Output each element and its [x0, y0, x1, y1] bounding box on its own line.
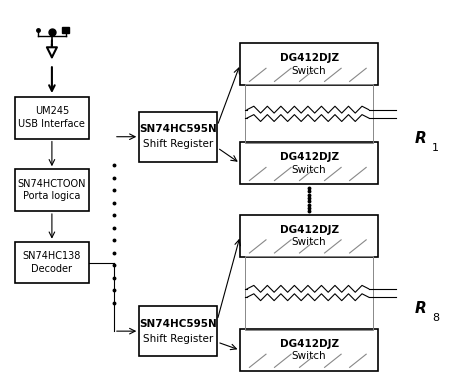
FancyBboxPatch shape	[139, 112, 217, 162]
FancyBboxPatch shape	[240, 43, 378, 85]
Text: DG412DJZ: DG412DJZ	[280, 152, 339, 162]
Text: Switch: Switch	[292, 351, 326, 361]
FancyBboxPatch shape	[139, 306, 217, 356]
Text: USB Interface: USB Interface	[18, 119, 85, 129]
Bar	[62, 27, 69, 33]
Text: 8: 8	[432, 313, 439, 323]
Text: DG412DJZ: DG412DJZ	[280, 339, 339, 349]
Text: DG412DJZ: DG412DJZ	[280, 225, 339, 235]
FancyBboxPatch shape	[240, 142, 378, 184]
Text: Shift Register: Shift Register	[143, 334, 213, 344]
Text: Switch: Switch	[292, 165, 326, 175]
Text: SN74HC595N: SN74HC595N	[140, 124, 217, 134]
Text: R: R	[415, 131, 426, 146]
Text: Switch: Switch	[292, 66, 326, 76]
Text: SN74HC595N: SN74HC595N	[140, 319, 217, 329]
Text: 1: 1	[432, 143, 439, 153]
FancyBboxPatch shape	[240, 215, 378, 257]
Text: Shift Register: Shift Register	[143, 139, 213, 149]
Text: Decoder: Decoder	[31, 264, 73, 274]
Text: Switch: Switch	[292, 237, 326, 247]
Text: DG412DJZ: DG412DJZ	[280, 53, 339, 63]
FancyBboxPatch shape	[15, 169, 89, 211]
FancyBboxPatch shape	[240, 329, 378, 371]
Text: R: R	[415, 301, 426, 316]
FancyBboxPatch shape	[15, 242, 89, 283]
Text: SN74HCTOON: SN74HCTOON	[18, 179, 86, 189]
Text: UM245: UM245	[35, 106, 69, 116]
Text: SN74HC138: SN74HC138	[23, 251, 81, 261]
Text: Porta logica: Porta logica	[23, 191, 80, 201]
FancyBboxPatch shape	[15, 97, 89, 139]
